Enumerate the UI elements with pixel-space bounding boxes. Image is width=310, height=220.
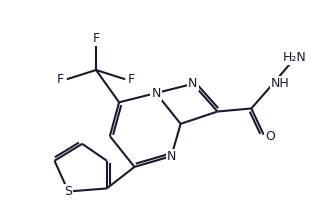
Text: O: O — [265, 130, 275, 143]
Text: N: N — [167, 150, 176, 163]
Text: N: N — [188, 77, 197, 90]
Text: F: F — [128, 73, 135, 86]
Text: F: F — [57, 73, 64, 86]
Text: H₂N: H₂N — [282, 51, 306, 64]
Text: N: N — [151, 87, 161, 100]
Text: F: F — [92, 32, 100, 45]
Text: NH: NH — [271, 77, 290, 90]
Text: S: S — [64, 185, 72, 198]
